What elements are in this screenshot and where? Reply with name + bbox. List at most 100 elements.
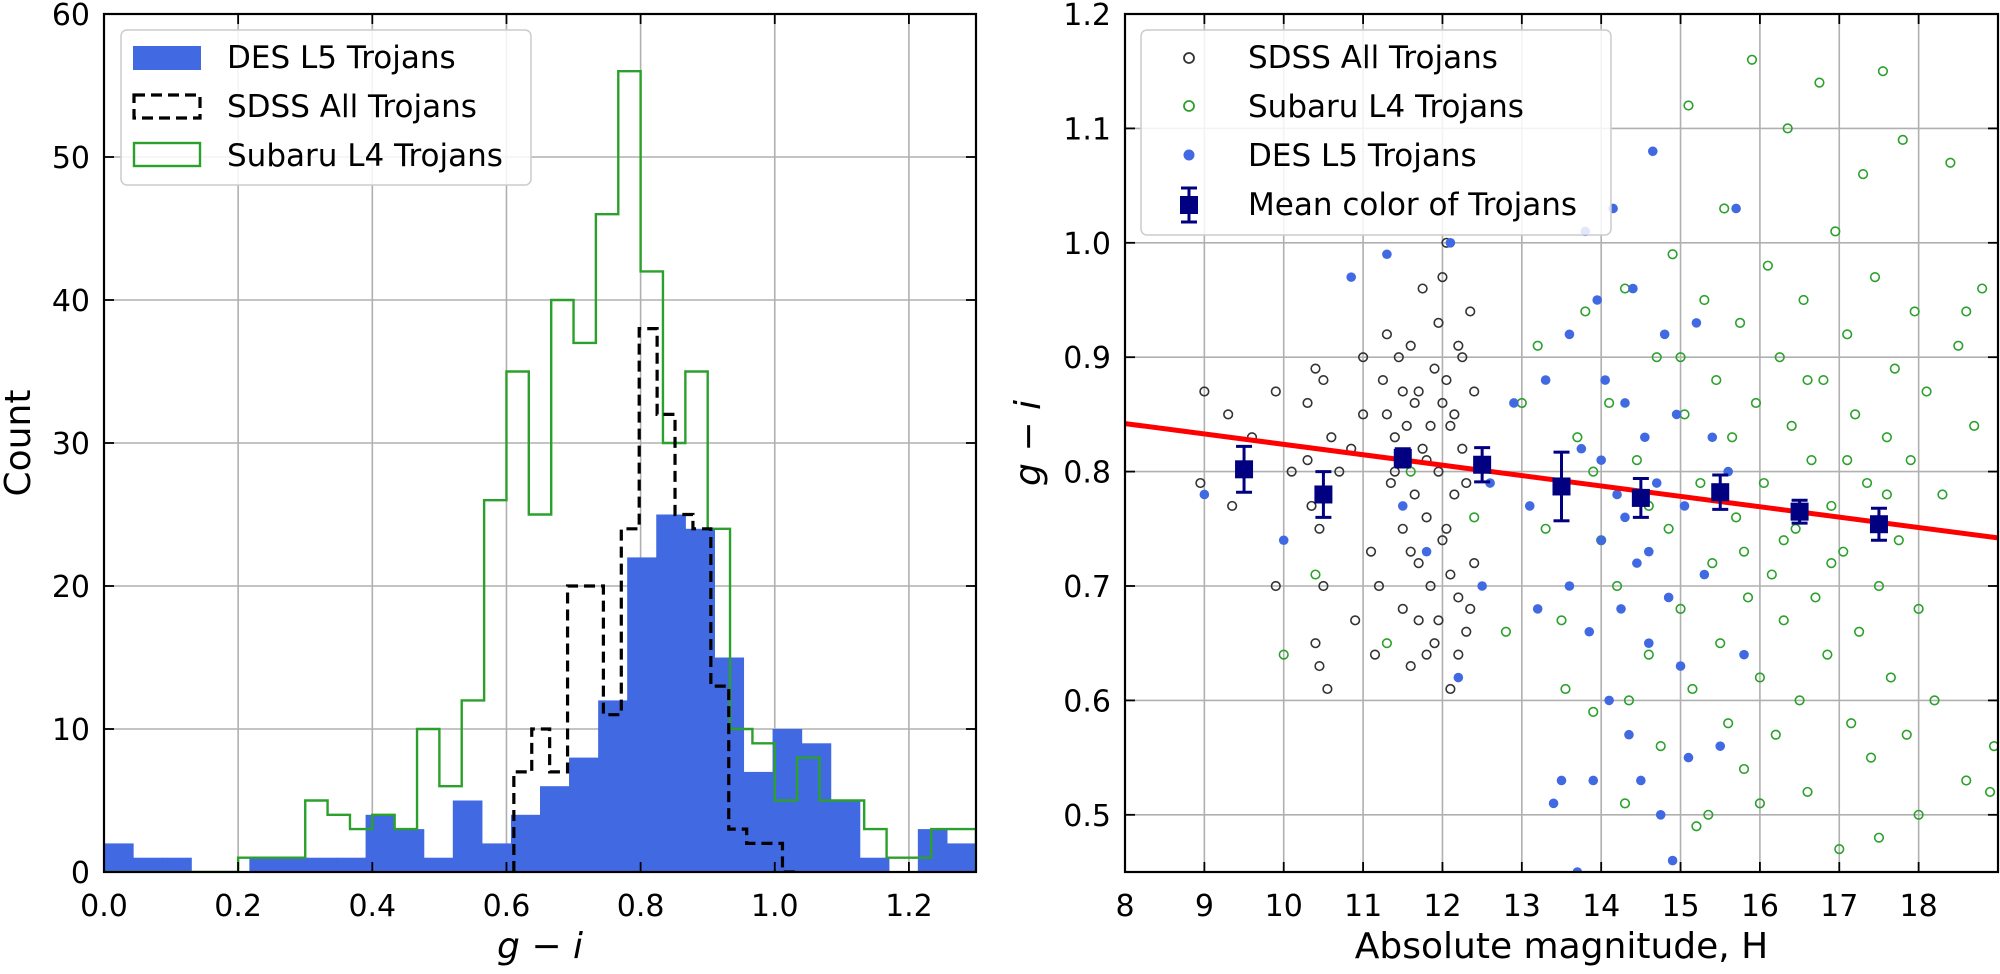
sdss-point (1413, 615, 1424, 626)
scatter-ytick-label: 0.7 (1063, 570, 1111, 605)
des-point (1346, 272, 1356, 282)
des-point (1624, 729, 1634, 740)
sdss-point (1318, 374, 1329, 386)
sdss-point (1397, 603, 1408, 614)
subaru-point (1909, 306, 1920, 317)
sdss-point (1465, 306, 1476, 317)
des-histogram-bar (394, 829, 425, 872)
subaru-point (1560, 683, 1571, 695)
subaru-point (1834, 844, 1845, 855)
des-point (1572, 867, 1583, 872)
histogram-ytick-label: 30 (52, 427, 90, 462)
scatter-legend-label: SDSS All Trojans (1248, 40, 1498, 76)
subaru-point (1782, 123, 1793, 134)
scatter-ytick-label: 0.8 (1063, 456, 1111, 491)
des-point (1644, 638, 1654, 648)
des-point (1683, 752, 1694, 763)
sdss-point (1270, 386, 1281, 397)
subaru-point (1723, 718, 1734, 729)
scatter-xtick-label: 17 (1820, 889, 1858, 924)
subaru-point (1715, 638, 1726, 649)
des-point (1620, 512, 1630, 523)
des-point (1647, 146, 1658, 157)
subaru-point (1754, 672, 1766, 683)
histogram-legend-box (120, 29, 532, 186)
sdss-point (1397, 523, 1408, 534)
scatter-xtick-label: 10 (1265, 889, 1303, 924)
sdss-point (1469, 558, 1480, 569)
des-histogram-bar (917, 829, 948, 872)
subaru-point (1770, 729, 1781, 740)
des-histogram-bar (452, 800, 483, 872)
subaru-point (1738, 763, 1750, 775)
mean-point (1393, 448, 1412, 467)
histogram-xtick-label: 0.2 (214, 889, 262, 924)
histogram-ytick-label: 10 (52, 713, 90, 748)
subaru-point (1913, 809, 1924, 820)
subaru-point (1826, 558, 1837, 569)
scatter-ytick-label: 0.9 (1063, 341, 1111, 376)
subaru-point (1961, 306, 1972, 317)
subaru-legend-swatch (132, 141, 202, 168)
subaru-point (1873, 580, 1885, 592)
subaru-point (1707, 558, 1718, 569)
subaru-point (1802, 374, 1813, 386)
scatter-xtick-label: 16 (1741, 889, 1779, 924)
subaru-point (1984, 786, 1996, 798)
sdss-point (1437, 272, 1448, 283)
sdss-point (1322, 683, 1333, 695)
subaru-point (1699, 294, 1710, 306)
subaru-point (1778, 615, 1789, 626)
subaru-point (1278, 649, 1289, 660)
des-point (1453, 672, 1464, 683)
mean-point (1314, 485, 1333, 504)
des-point (1477, 581, 1487, 591)
subaru-point (1381, 638, 1392, 649)
subaru-point (1857, 169, 1869, 180)
scatter-legend-label: Subaru L4 Trojans (1248, 89, 1524, 125)
subaru-point (1580, 306, 1591, 317)
sdss-point (1381, 329, 1392, 340)
des-point (1532, 604, 1543, 614)
sdss-point (1357, 352, 1369, 363)
subaru-point (1854, 626, 1865, 637)
sdss-point (1227, 500, 1238, 512)
des-point (1524, 501, 1535, 511)
subaru-point (1774, 352, 1785, 363)
scatter-xtick-label: 15 (1661, 889, 1699, 924)
subaru-legend-marker (1183, 100, 1195, 112)
scatter-xtick-label: 8 (1115, 889, 1134, 924)
des-point (1588, 775, 1599, 786)
sdss-point (1457, 352, 1468, 363)
sdss-point (1326, 432, 1337, 443)
des-point (1596, 455, 1606, 465)
subaru-point (1738, 546, 1750, 557)
subaru-point (1846, 718, 1857, 729)
scatter-legend-label: Mean color of Trojans (1248, 187, 1577, 223)
subaru-point (1762, 260, 1773, 271)
des-point (1564, 329, 1575, 340)
des-histogram-bar (656, 514, 686, 872)
des-point (1548, 798, 1559, 809)
subaru-point (1977, 283, 1988, 294)
des-legend-marker (1183, 149, 1195, 161)
des-point (1421, 546, 1432, 557)
subaru-legend-label: Subaru L4 Trojans (227, 138, 503, 174)
des-histogram-bar (830, 800, 861, 872)
des-histogram-bar (540, 786, 570, 872)
des-point (1671, 409, 1682, 420)
histogram-ytick-label: 0 (71, 856, 90, 891)
sdss-point (1310, 638, 1321, 649)
des-point (1596, 535, 1606, 546)
sdss-point (1195, 477, 1206, 489)
sdss-point (1405, 546, 1416, 557)
sdss-point (1302, 455, 1313, 466)
scatter-legend-label: DES L5 Trojans (1248, 138, 1477, 174)
des-point (1612, 489, 1622, 500)
subaru-point (1969, 420, 1980, 431)
des-histogram-bar (510, 814, 541, 872)
subaru-point (1929, 695, 1940, 706)
sdss-point (1453, 340, 1464, 351)
des-histogram-bar (104, 843, 134, 872)
